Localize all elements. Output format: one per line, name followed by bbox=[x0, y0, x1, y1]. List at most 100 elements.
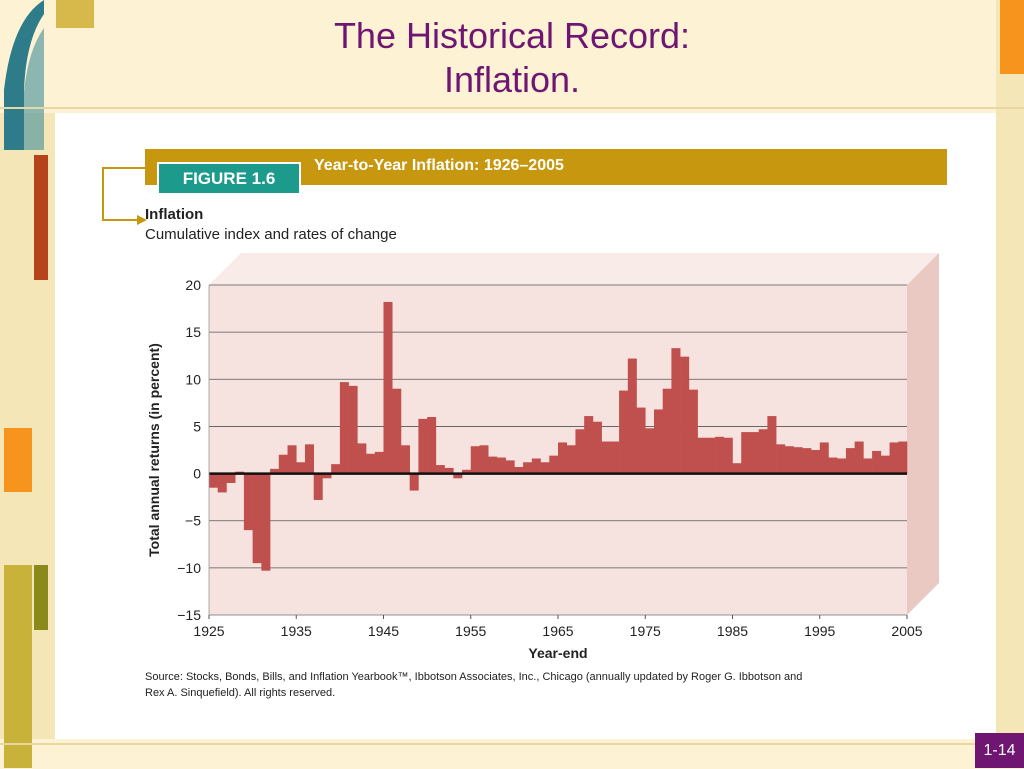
y-tick-label: −10 bbox=[177, 560, 201, 576]
bar bbox=[496, 457, 506, 474]
bar bbox=[278, 454, 288, 474]
bar bbox=[479, 445, 489, 474]
bar bbox=[837, 458, 847, 474]
bar bbox=[505, 460, 515, 474]
bar bbox=[453, 473, 463, 479]
x-axis-label: Year-end bbox=[528, 645, 587, 661]
bar bbox=[706, 437, 716, 474]
bracket-arrow-icon bbox=[102, 167, 147, 225]
bar bbox=[374, 451, 384, 474]
y-tick-label: −5 bbox=[185, 513, 201, 529]
olive-stripe-decoration bbox=[34, 565, 48, 630]
x-tick-label: 1995 bbox=[804, 623, 835, 639]
source-note: Source: Stocks, Bonds, Bills, and Inflat… bbox=[145, 669, 865, 701]
y-tick-label: 20 bbox=[185, 277, 201, 293]
bar bbox=[409, 473, 419, 491]
bar bbox=[671, 348, 681, 474]
bar bbox=[645, 428, 655, 474]
chart-subtitle: Inflation bbox=[145, 206, 204, 223]
y-tick-label: 15 bbox=[185, 324, 201, 340]
bar bbox=[697, 437, 707, 474]
right-border-panel bbox=[996, 0, 1024, 768]
bar bbox=[331, 464, 341, 474]
y-tick-label: −15 bbox=[177, 607, 201, 623]
chart-side-face bbox=[907, 253, 939, 615]
y-tick-label: 0 bbox=[193, 466, 201, 482]
bar bbox=[444, 467, 454, 474]
bar bbox=[287, 445, 297, 474]
x-tick-label: 2005 bbox=[891, 623, 922, 639]
bar bbox=[776, 444, 786, 474]
bar bbox=[601, 441, 611, 474]
bar bbox=[366, 453, 376, 474]
slide-title-line1: The Historical Record: bbox=[333, 15, 691, 56]
gold-block-decoration-top bbox=[56, 0, 94, 28]
chart-top-face bbox=[209, 253, 939, 285]
bar bbox=[732, 463, 742, 474]
bar bbox=[400, 445, 410, 474]
bar bbox=[566, 445, 576, 474]
bar bbox=[322, 473, 332, 479]
bar bbox=[313, 473, 323, 500]
bar bbox=[845, 448, 855, 474]
bar bbox=[688, 389, 698, 474]
bar bbox=[549, 455, 559, 474]
x-tick-label: 1985 bbox=[717, 623, 748, 639]
bar bbox=[610, 441, 620, 474]
bar bbox=[488, 456, 498, 474]
x-tick-label: 1965 bbox=[542, 623, 573, 639]
x-tick-label: 1955 bbox=[455, 623, 486, 639]
bar bbox=[758, 429, 768, 474]
slide-title-line2: Inflation. bbox=[443, 59, 581, 100]
bar bbox=[226, 473, 236, 483]
bar bbox=[680, 356, 690, 474]
bar bbox=[828, 457, 838, 474]
y-tick-label: 5 bbox=[193, 418, 201, 434]
bar bbox=[627, 358, 637, 474]
bar bbox=[252, 473, 262, 564]
bar bbox=[217, 473, 227, 493]
bar bbox=[811, 450, 821, 474]
bar bbox=[880, 455, 890, 474]
rust-stripe-decoration bbox=[34, 155, 48, 280]
bar bbox=[531, 458, 541, 474]
x-tick-label: 1925 bbox=[193, 623, 224, 639]
slide-title: The Historical Record: Inflation. bbox=[0, 14, 1024, 102]
x-tick-label: 1975 bbox=[630, 623, 661, 639]
figure-label: FIGURE 1.6 bbox=[157, 162, 301, 195]
figure-heading: Year-to-Year Inflation: 1926–2005 bbox=[314, 157, 564, 174]
y-axis-label: Total annual returns (in percent) bbox=[146, 343, 162, 557]
bar bbox=[793, 447, 803, 474]
bar bbox=[819, 442, 829, 474]
bar bbox=[872, 450, 882, 474]
bar bbox=[592, 421, 602, 474]
top-border-panel bbox=[0, 0, 1024, 113]
bar bbox=[348, 385, 358, 474]
bar bbox=[243, 473, 253, 531]
bar bbox=[392, 388, 402, 474]
bar bbox=[889, 442, 899, 474]
bar bbox=[427, 417, 437, 474]
bar bbox=[558, 442, 568, 474]
bar bbox=[209, 473, 219, 488]
source-note-line2: Rex A. Sinquefield). All rights reserved… bbox=[145, 687, 336, 699]
bar bbox=[767, 416, 777, 474]
bar bbox=[784, 446, 794, 474]
bar bbox=[296, 462, 306, 474]
bar bbox=[418, 418, 428, 474]
page-number-badge: 1-14 bbox=[975, 733, 1024, 768]
bar bbox=[636, 407, 646, 474]
bar bbox=[383, 301, 393, 474]
bar bbox=[802, 448, 812, 474]
orange-block-decoration-right bbox=[1000, 0, 1024, 74]
bar bbox=[741, 432, 751, 474]
bar bbox=[619, 390, 629, 474]
bar bbox=[584, 416, 594, 474]
teal-swoosh-decoration bbox=[4, 0, 44, 150]
bar bbox=[749, 432, 759, 474]
bar bbox=[715, 436, 725, 474]
bar bbox=[575, 429, 585, 474]
bar bbox=[653, 409, 663, 474]
chart-subtitle-secondary: Cumulative index and rates of change bbox=[145, 226, 397, 243]
